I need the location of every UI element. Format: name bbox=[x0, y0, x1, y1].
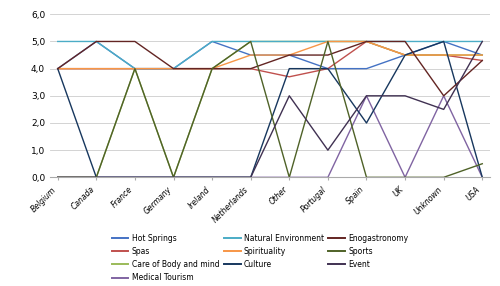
Legend: Hot Springs, Spas, Care of Body and mind, Medical Tourism, Natural Environment, : Hot Springs, Spas, Care of Body and mind… bbox=[112, 234, 408, 282]
